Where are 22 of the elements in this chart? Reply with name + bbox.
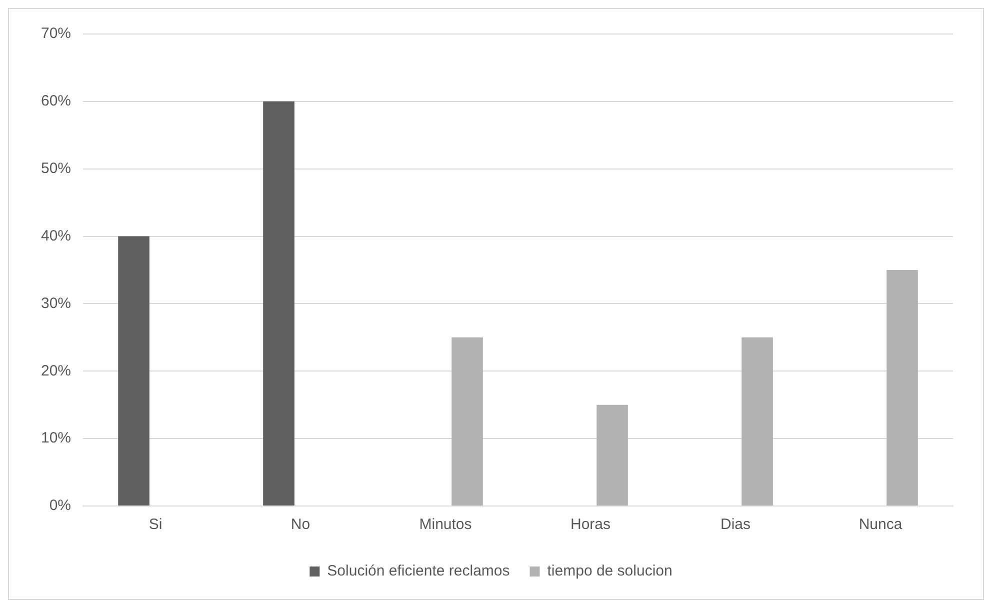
x-tick-label: Nunca	[858, 516, 903, 534]
x-tick-label: Minutos	[419, 516, 472, 534]
x-tick-label: No	[290, 516, 310, 534]
legend-label: Solución eficiente reclamos	[327, 562, 510, 580]
y-tick-label: 10%	[40, 430, 72, 447]
y-tick-label: 30%	[40, 294, 72, 312]
y-tick-label: 40%	[40, 227, 72, 244]
bar	[742, 337, 773, 506]
x-tick-label: Si	[148, 516, 162, 534]
bar	[596, 404, 628, 506]
y-tick-label: 0%	[49, 497, 72, 514]
x-tick-label: Dias	[720, 516, 751, 534]
legend-label: tiempo de solucion	[547, 562, 672, 580]
y-tick-label: 20%	[40, 362, 72, 380]
y-tick-label: 70%	[40, 25, 72, 42]
y-tick-label: 60%	[40, 92, 72, 110]
y-tick-label: 50%	[40, 160, 72, 177]
x-tick-label: Horas	[570, 516, 611, 534]
bar	[886, 270, 918, 506]
bar	[452, 337, 483, 506]
bar	[263, 101, 294, 506]
bar	[118, 236, 150, 506]
